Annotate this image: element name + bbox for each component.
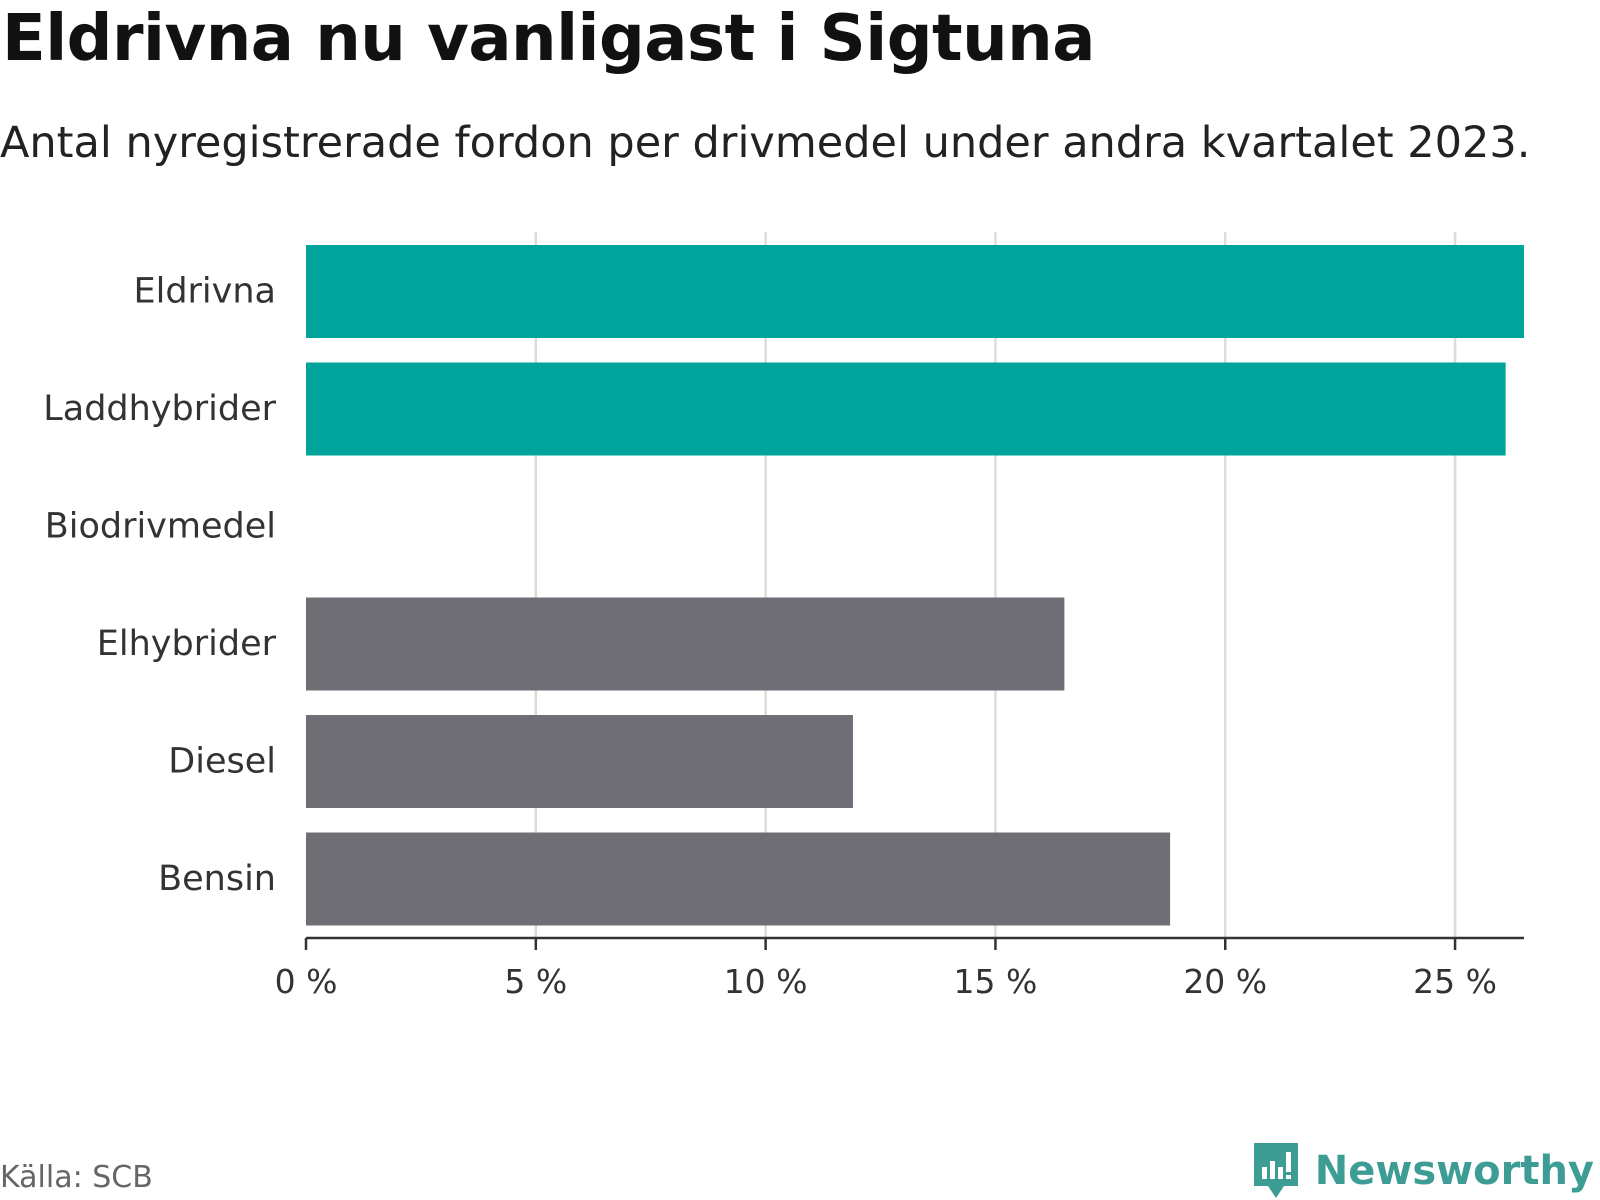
x-tick-label: 0 % <box>275 962 338 1001</box>
category-label: Bensin <box>158 859 276 899</box>
bar-laddhybrider <box>306 362 1506 456</box>
x-tick-label: 25 % <box>1413 962 1497 1001</box>
bars <box>306 245 1524 926</box>
newsworthy-logo-icon <box>1253 1143 1298 1198</box>
gridlines <box>534 232 1457 938</box>
x-axis: 0 % 5 % 10 % 15 % 20 % 25 % <box>275 936 1524 1001</box>
bar-chart: Eldrivna Laddhybrider Biodrivmedel Elhybrid… <box>43 232 1524 1001</box>
brand-name: Newsworthy <box>1314 1148 1594 1194</box>
bar-eldrivna <box>306 245 1524 338</box>
bar-diesel <box>306 715 853 808</box>
bar-elhybrider <box>306 597 1065 691</box>
category-label: Biodrivmedel <box>45 507 276 547</box>
bar-bensin <box>306 832 1171 926</box>
category-labels: Eldrivna Laddhybrider Biodrivmedel Elhybrid… <box>43 272 276 900</box>
category-label: Diesel <box>168 742 276 782</box>
category-label: Laddhybrider <box>43 389 276 429</box>
source-note: Källa: SCB <box>0 1160 153 1195</box>
category-label: Eldrivna <box>133 272 276 312</box>
x-tick-label: 10 % <box>724 962 808 1001</box>
chart-subtitle: Antal nyregistrerade fordon per drivmede… <box>0 118 1531 168</box>
x-tick-label: 5 % <box>504 962 567 1001</box>
x-tick-label: 15 % <box>954 962 1038 1001</box>
x-tick-label: 20 % <box>1183 962 1267 1001</box>
category-label: Elhybrider <box>97 624 277 664</box>
chart-title: Eldrivna nu vanligast i Sigtuna <box>2 2 1095 76</box>
brand-logo: Newsworthy <box>1251 1140 1594 1200</box>
